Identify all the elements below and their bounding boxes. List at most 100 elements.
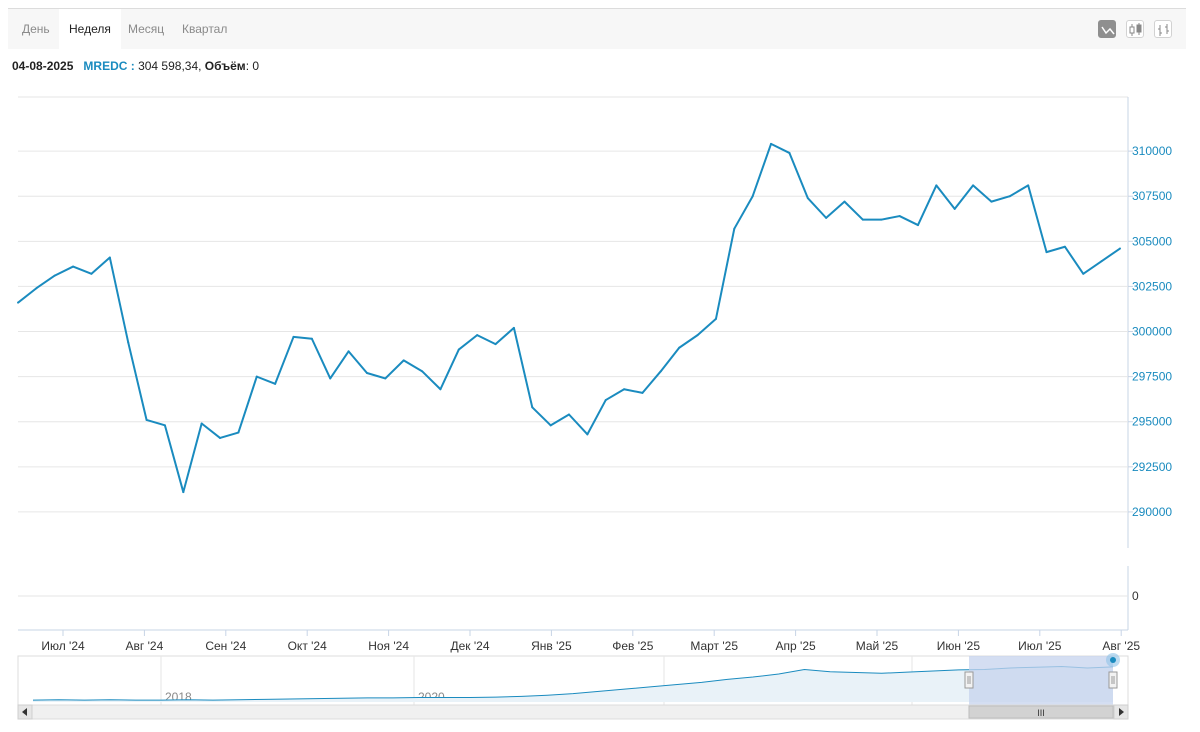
data-point [990,200,993,203]
navigator-end-dot [1110,657,1116,663]
x-tick-label: Апр '25 [776,639,816,653]
data-point [714,317,717,320]
x-tick-label: Июн '25 [937,639,981,653]
data-point [1045,251,1048,254]
x-tick-label: Июл '25 [1018,639,1062,653]
data-point [733,227,736,230]
data-point [549,424,552,427]
data-point [72,265,75,268]
data-point [843,200,846,203]
data-point [402,359,405,362]
y-tick-label: 310000 [1132,144,1172,158]
data-point [806,197,809,200]
data-point [347,350,350,353]
navigator-year-label: 2022 [668,690,695,704]
x-tick-label: Май '25 [856,639,899,653]
info-date: 04-08-2025 [12,59,74,73]
scroll-left-arrow-icon [22,708,27,716]
navigator-line [32,665,1114,701]
data-point [659,370,662,373]
data-point [880,218,883,221]
data-point [127,341,130,344]
data-point [182,491,185,494]
y-tick-label: 302500 [1132,279,1172,293]
data-point [1063,245,1066,248]
scroll-left-button[interactable] [17,704,33,720]
x-tick-label: Янв '25 [531,639,572,653]
tab-week[interactable]: Неделя [59,9,121,49]
tab-month[interactable]: Месяц [128,22,165,36]
data-point [1027,184,1030,187]
y-tick-label: 297500 [1132,370,1172,384]
x-tick-label: Авг '24 [126,639,164,653]
scroll-right-arrow-icon [1119,708,1124,716]
data-point [935,184,938,187]
data-point [1100,260,1103,263]
x-tick-label: Фев '25 [612,639,653,653]
data-point [531,406,534,409]
data-point [586,433,589,436]
data-point [678,346,681,349]
navigator-year-label: 2020 [418,690,445,704]
info-volume-label: Объём [204,59,246,73]
data-point [623,388,626,391]
data-point [274,382,277,385]
period-tabs: День Неделя Месяц Квартал [8,8,1186,49]
data-point [53,274,56,277]
data-point [696,334,699,337]
data-point [457,348,460,351]
line-chart-icon[interactable] [1098,20,1116,38]
data-point [604,399,607,402]
navigator-selection[interactable] [969,656,1113,705]
candlestick-chart-icon[interactable] [1126,20,1144,38]
info-value: 304 598,34, [134,59,205,73]
navigator-year-label: 2024 [916,690,943,704]
data-point [108,256,111,259]
navigator-handle-right[interactable] [1108,671,1118,689]
point-info: 04-08-2025 MREDC : 304 598,34, Объём: 0 [12,59,259,73]
data-point [568,413,570,416]
data-point [770,142,773,145]
navigator-handle-left[interactable] [964,671,974,689]
data-point [384,377,387,380]
scroll-right-button[interactable] [1113,704,1129,720]
data-point [1082,272,1085,275]
data-point [365,372,368,375]
data-point [1119,247,1121,250]
tab-quarter[interactable]: Квартал [182,22,228,36]
data-point [90,272,93,275]
scrollbar-thumb[interactable] [968,705,1114,719]
y-tick-label: 290000 [1132,505,1172,519]
data-point [329,377,332,380]
data-point [972,184,975,187]
navigator-frame [17,655,1129,706]
y-tick-label: 307500 [1132,189,1172,203]
data-point [494,343,497,346]
data-point [310,337,313,340]
data-point [751,195,754,198]
x-tick-label: Ноя '24 [368,639,409,653]
y-tick-label: 305000 [1132,234,1172,248]
navigator-end-marker [1106,653,1120,667]
data-point [292,335,295,338]
y-tick-label: 295000 [1132,415,1172,429]
data-point [219,436,222,439]
data-point [35,287,38,290]
info-symbol: MREDC : [83,59,135,73]
tab-day[interactable]: День [22,22,50,36]
ohlc-chart-icon[interactable] [1154,20,1172,38]
data-point [476,334,479,337]
data-point [439,388,442,391]
scrollbar-grip: III [1037,708,1045,718]
x-tick-label: Авг '25 [1102,639,1140,653]
data-point [255,375,258,378]
volume-tick-label: 0 [1132,589,1139,603]
x-tick-label: Сен '24 [205,639,246,653]
data-point [421,370,424,373]
x-tick-label: Март '25 [690,639,738,653]
scrollbar-track[interactable] [17,704,1129,720]
data-point [1008,195,1011,198]
data-point [898,215,901,218]
navigator-year-label: 2018 [165,690,192,704]
